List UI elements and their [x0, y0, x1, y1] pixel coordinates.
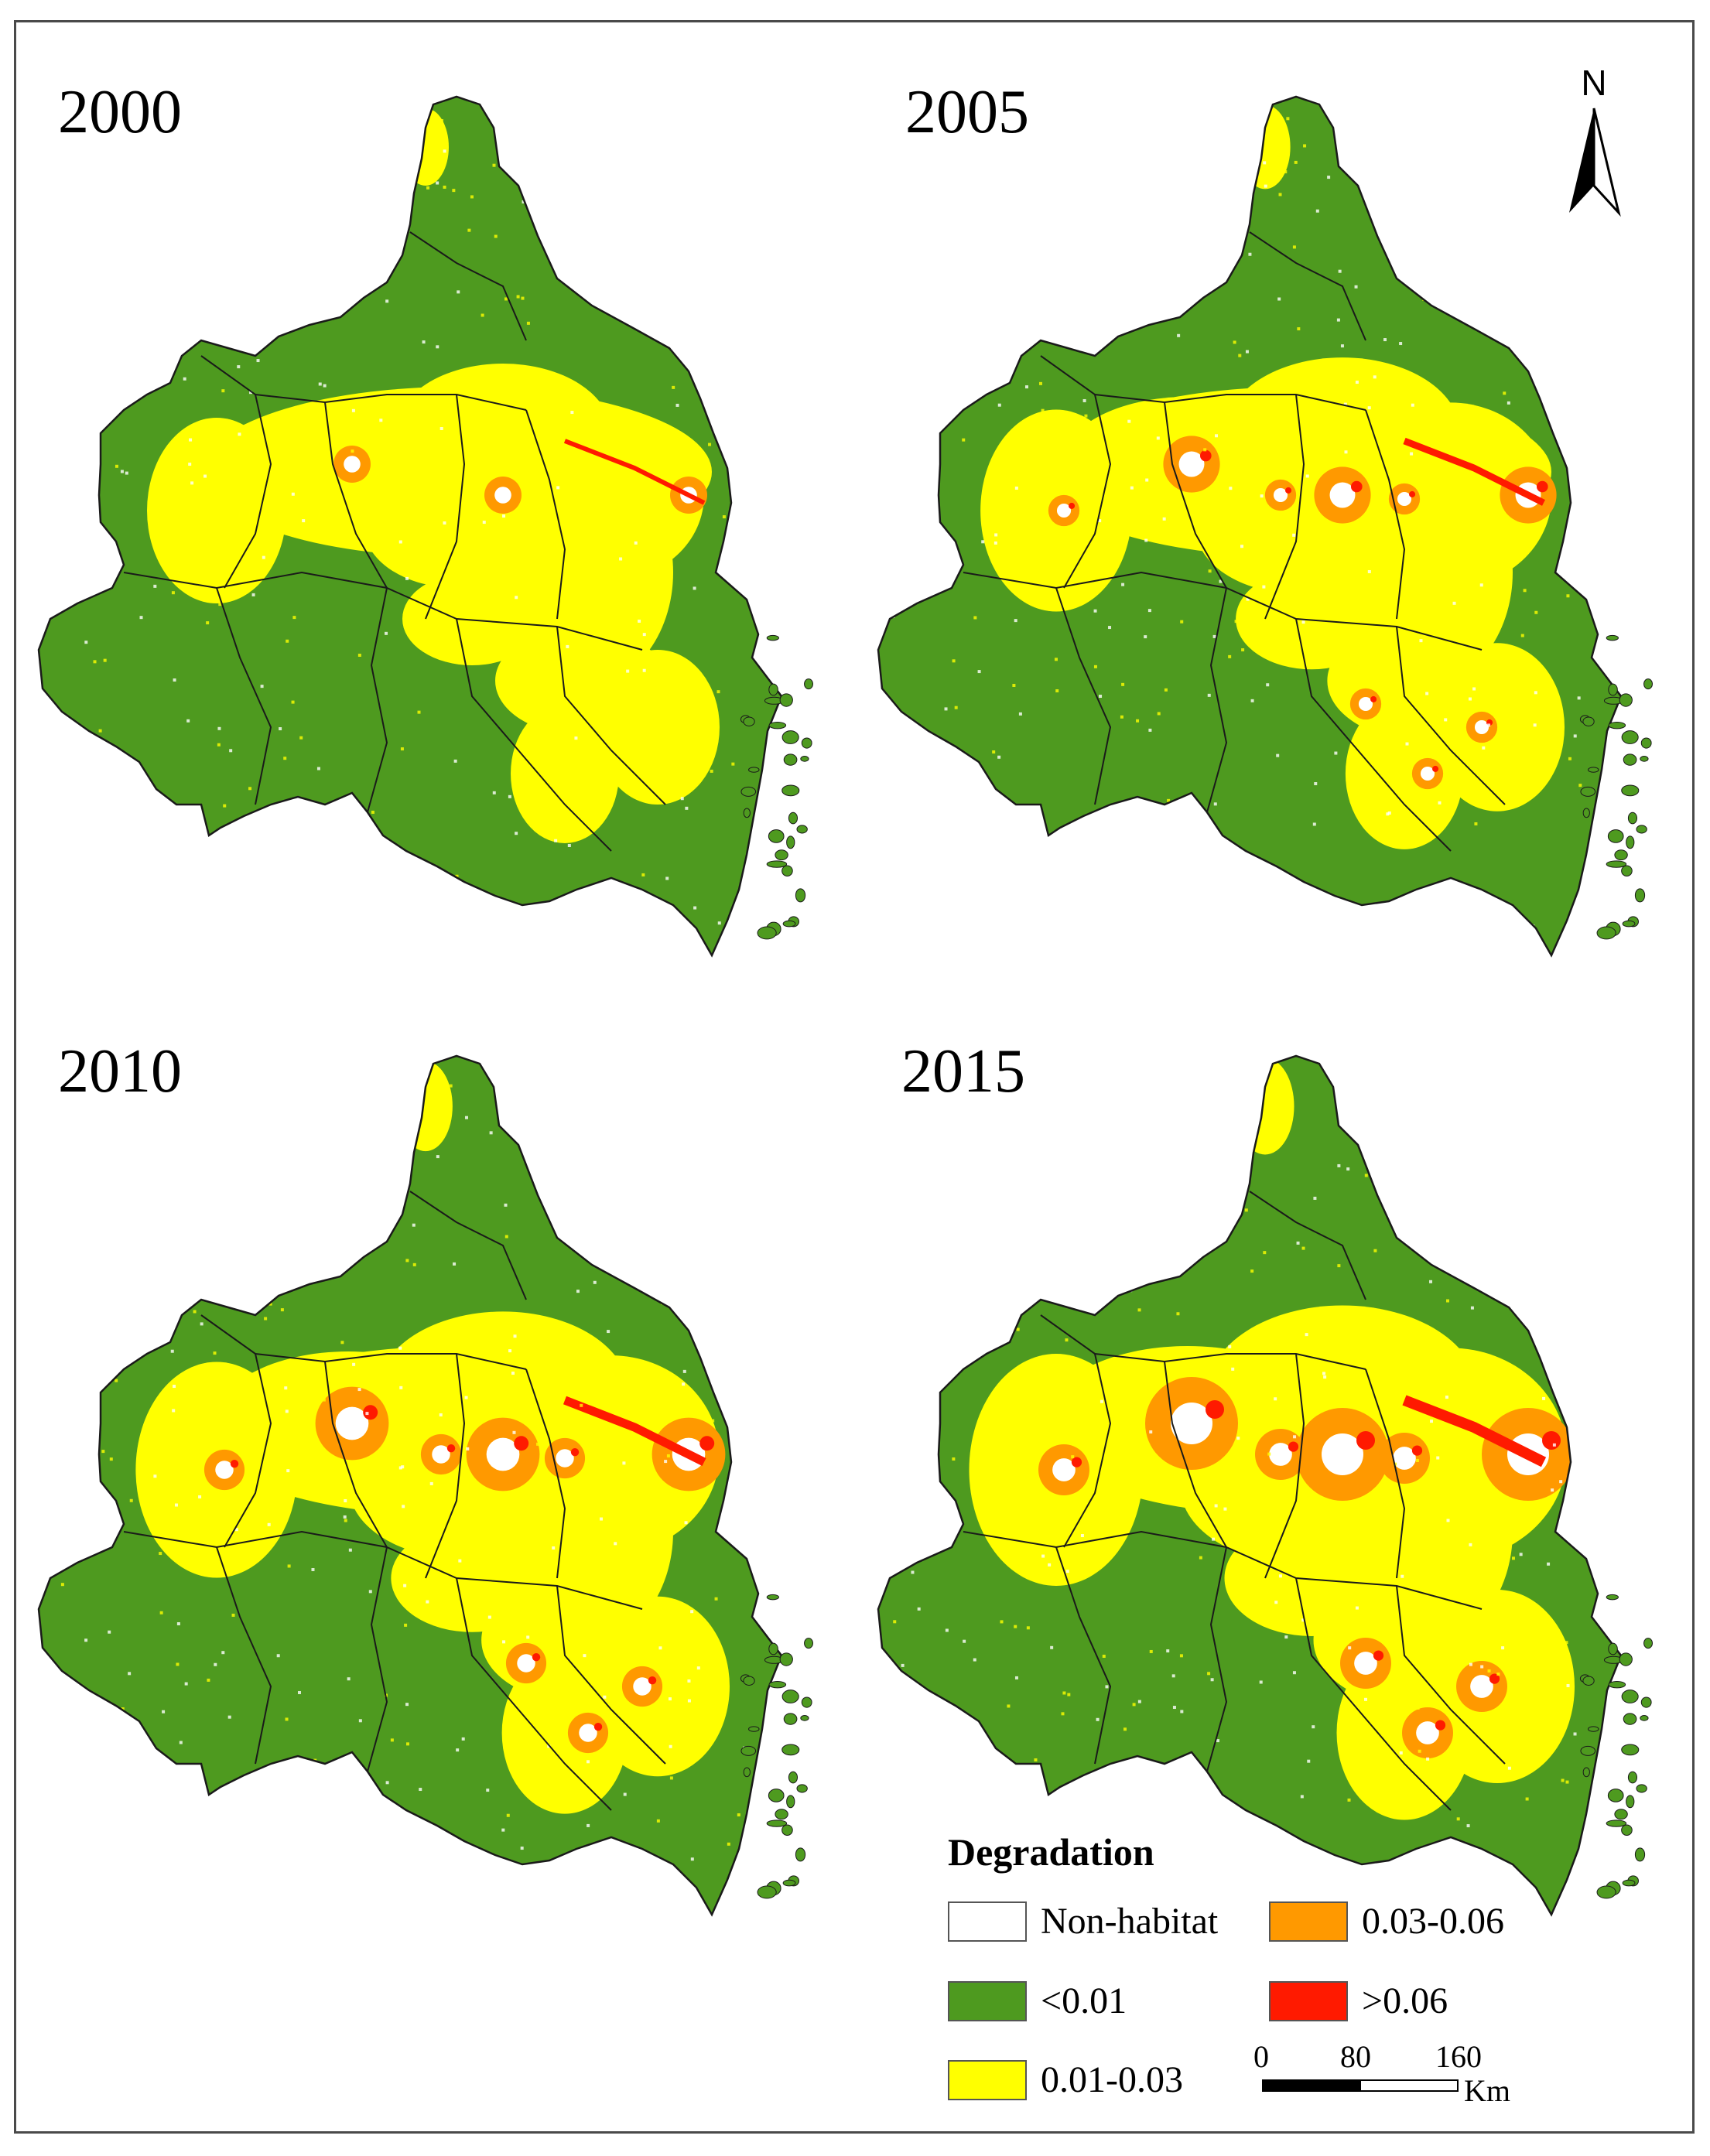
legend-swatch-medium — [948, 2060, 1027, 2100]
region-map — [37, 95, 813, 958]
scale-unit: Km — [1464, 2073, 1510, 2108]
region-map — [877, 95, 1653, 958]
legend-label-high: 0.03-0.06 — [1362, 1901, 1504, 1942]
north-arrow-icon — [1569, 108, 1621, 217]
map-panel-2015: 2015 — [863, 990, 1702, 1949]
legend-swatch-non-habitat — [948, 1901, 1027, 1942]
legend-swatch-very-high — [1269, 1981, 1348, 2021]
legend-title: Degradation — [948, 1830, 1154, 1874]
legend-label-low: <0.01 — [1041, 1980, 1127, 2021]
year-label: 2000 — [58, 78, 182, 146]
year-label: 2010 — [58, 1037, 182, 1105]
map-panel-2000: 2000 — [23, 31, 863, 990]
scale-bar-graphic — [1262, 2079, 1459, 2092]
figure-frame — [14, 20, 1695, 2134]
north-arrow: N — [1555, 62, 1633, 224]
year-label: 2005 — [905, 78, 1029, 146]
scale-bar: 0 80 160 Km — [1253, 2038, 1555, 2131]
legend-label-medium: 0.01-0.03 — [1041, 2059, 1183, 2100]
legend-swatch-low — [948, 1981, 1027, 2021]
legend-swatch-high — [1269, 1901, 1348, 1942]
map-panel-2005: 2005 — [863, 31, 1702, 990]
scale-tick-160: 160 — [1435, 2039, 1482, 2074]
legend-label-non-habitat: Non-habitat — [1041, 1901, 1219, 1942]
year-label: 2015 — [901, 1037, 1025, 1105]
north-label: N — [1581, 63, 1607, 103]
region-map — [877, 1054, 1653, 1917]
legend: Degradation Non-habitat <0.01 0.01-0.03 … — [940, 1830, 1559, 2116]
map-panel-2010: 2010 — [23, 990, 863, 1949]
scale-tick-80: 80 — [1340, 2039, 1371, 2074]
legend-label-very-high: >0.06 — [1362, 1980, 1448, 2021]
scale-tick-0: 0 — [1253, 2039, 1269, 2074]
region-map — [37, 1054, 813, 1917]
